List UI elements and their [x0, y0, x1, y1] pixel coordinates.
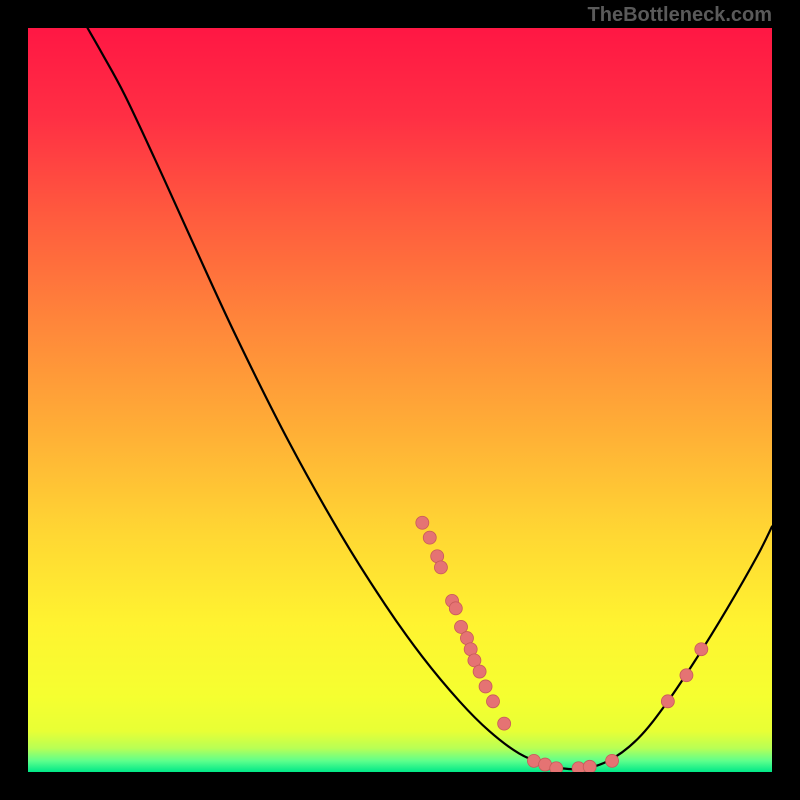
data-markers-group [416, 516, 708, 772]
data-marker [449, 602, 462, 615]
data-marker [695, 643, 708, 656]
chart-curve-layer [28, 28, 772, 772]
data-marker [434, 561, 447, 574]
data-marker [487, 695, 500, 708]
data-marker [473, 665, 486, 678]
data-marker [680, 669, 693, 682]
chart-plot-area [28, 28, 772, 772]
data-marker [416, 516, 429, 529]
data-marker [423, 531, 436, 544]
data-marker [550, 762, 563, 772]
attribution-text: TheBottleneck.com [588, 4, 772, 27]
data-marker [498, 717, 511, 730]
data-marker [479, 680, 492, 693]
data-marker [583, 760, 596, 772]
data-marker [606, 754, 619, 767]
bottleneck-curve [88, 28, 772, 769]
data-marker [661, 695, 674, 708]
